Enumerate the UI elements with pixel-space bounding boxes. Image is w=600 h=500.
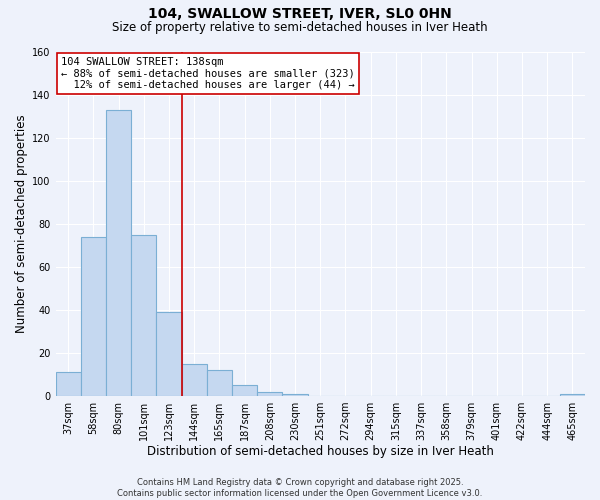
Bar (81, 236, 106, 396)
Text: 104, SWALLOW STREET, IVER, SL0 0HN: 104, SWALLOW STREET, IVER, SL0 0HN (148, 8, 452, 22)
Y-axis label: Number of semi-detached properties: Number of semi-detached properties (15, 114, 28, 333)
Text: Size of property relative to semi-detached houses in Iver Heath: Size of property relative to semi-detach… (112, 21, 488, 34)
Bar (157, 312, 182, 396)
Bar (560, 394, 585, 396)
Bar (56, 372, 81, 396)
Bar (257, 392, 283, 396)
Bar (283, 394, 308, 396)
Bar (207, 370, 232, 396)
Bar (182, 364, 207, 396)
Text: 104 SWALLOW STREET: 138sqm
← 88% of semi-detached houses are smaller (323)
  12%: 104 SWALLOW STREET: 138sqm ← 88% of semi… (61, 56, 355, 90)
X-axis label: Distribution of semi-detached houses by size in Iver Heath: Distribution of semi-detached houses by … (147, 444, 494, 458)
Bar (232, 385, 257, 396)
Text: Contains HM Land Registry data © Crown copyright and database right 2025.
Contai: Contains HM Land Registry data © Crown c… (118, 478, 482, 498)
Bar (131, 234, 157, 396)
Bar (106, 110, 131, 396)
